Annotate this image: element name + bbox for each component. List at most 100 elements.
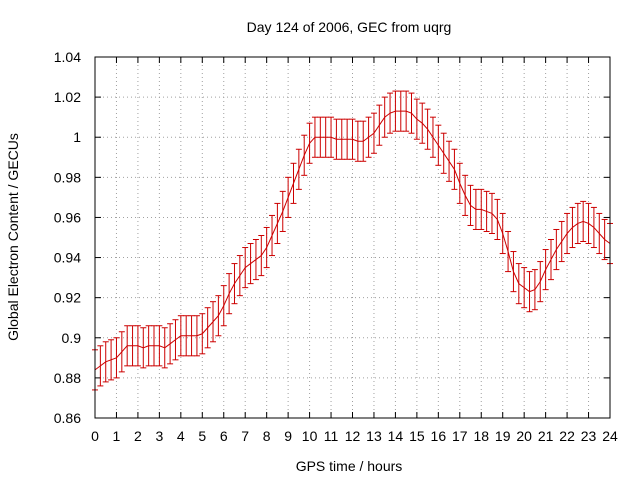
error-bar	[564, 212, 571, 255]
error-bar	[242, 247, 249, 289]
error-bar	[397, 90, 404, 132]
error-bar	[580, 200, 587, 243]
x-tick-label: 9	[284, 428, 292, 444]
error-bar	[156, 325, 163, 367]
error-bar	[285, 176, 292, 218]
error-bar	[429, 116, 436, 158]
x-axis-label: GPS time / hours	[296, 458, 403, 474]
x-tick-label: 7	[241, 428, 249, 444]
y-tick-label: 0.98	[54, 169, 81, 185]
error-bar	[322, 116, 329, 158]
error-bar	[531, 269, 538, 311]
error-bar	[419, 102, 426, 144]
error-bar	[494, 198, 501, 241]
error-bar	[446, 140, 453, 182]
x-tick-label: 1	[113, 428, 121, 444]
y-tick-label: 0.86	[54, 410, 81, 426]
error-bar	[140, 327, 147, 369]
error-bar	[333, 118, 340, 160]
error-bar	[590, 206, 597, 249]
error-bar	[290, 162, 297, 204]
error-bar	[440, 132, 447, 174]
error-bar	[226, 273, 233, 315]
error-bar	[456, 162, 463, 204]
error-bar	[526, 271, 533, 313]
x-tick-label: 20	[516, 428, 532, 444]
error-bar	[537, 261, 544, 303]
error-bar	[295, 148, 302, 190]
x-tick-label: 18	[473, 428, 489, 444]
x-tick-label: 21	[538, 428, 554, 444]
chart-title: Day 124 of 2006, GEC from uqrg	[247, 19, 452, 35]
error-bar	[172, 319, 179, 361]
error-bar	[306, 122, 313, 164]
axis-ticks: 0 1 2 3 4 5 6 7 8 9 10 11 12 13 14 15 16 17 18 19 20 21 22 23 24…	[54, 49, 618, 444]
y-tick-label: 0.96	[54, 209, 81, 225]
error-bar	[269, 214, 276, 257]
error-bar	[215, 295, 222, 337]
x-tick-label: 0	[91, 428, 99, 444]
error-bar	[188, 315, 195, 357]
error-bar	[236, 255, 243, 297]
y-axis-label: Global Electron Content / GECUs	[5, 133, 21, 341]
error-bar	[574, 202, 581, 245]
y-tick-label: 0.92	[54, 290, 81, 306]
error-bar	[344, 118, 351, 160]
error-bar	[118, 331, 125, 373]
error-bar	[370, 112, 377, 154]
error-bar	[558, 220, 565, 263]
error-bar	[301, 134, 308, 176]
y-tick-label: 0.88	[54, 370, 81, 386]
error-bar	[435, 124, 442, 166]
error-bar	[124, 325, 131, 367]
error-bar	[403, 90, 410, 132]
error-bar	[381, 96, 388, 138]
error-bar	[365, 116, 372, 158]
error-bar	[97, 345, 104, 387]
error-bar	[596, 212, 603, 255]
error-bar	[413, 98, 420, 140]
x-tick-label: 6	[220, 428, 228, 444]
error-bar	[542, 249, 549, 291]
x-tick-label: 19	[495, 428, 511, 444]
error-bar	[451, 148, 458, 190]
x-tick-label: 5	[198, 428, 206, 444]
error-bar	[601, 218, 608, 261]
y-tick-label: 0.9	[62, 330, 82, 346]
y-tick-label: 1.02	[54, 89, 81, 105]
error-bar	[252, 239, 259, 281]
data-series	[92, 90, 613, 391]
x-tick-label: 17	[452, 428, 468, 444]
x-tick-label: 15	[409, 428, 425, 444]
error-bar	[510, 251, 517, 293]
error-bar	[151, 325, 158, 367]
x-tick-label: 12	[345, 428, 361, 444]
error-bar	[274, 202, 281, 245]
error-bar	[102, 341, 109, 383]
error-bar	[328, 116, 335, 158]
error-bar	[354, 120, 361, 162]
error-bar	[183, 315, 190, 357]
error-bar	[177, 315, 184, 357]
error-bar	[376, 104, 383, 146]
error-bar	[392, 90, 399, 132]
x-tick-label: 10	[302, 428, 318, 444]
x-tick-label: 23	[581, 428, 597, 444]
error-bar	[521, 267, 528, 309]
error-bar	[547, 239, 554, 281]
error-bar	[462, 174, 469, 216]
error-bar	[467, 184, 474, 226]
error-bar	[349, 118, 356, 160]
error-bar	[263, 226, 270, 269]
error-bar	[472, 188, 479, 230]
error-bar	[515, 263, 522, 305]
x-tick-label: 14	[388, 428, 404, 444]
error-bar	[499, 212, 506, 255]
plot-frame	[94, 56, 611, 419]
x-tick-label: 13	[366, 428, 382, 444]
x-tick-label: 22	[559, 428, 575, 444]
error-bar	[569, 206, 576, 249]
error-bar	[193, 315, 200, 357]
error-bar	[204, 307, 211, 349]
y-tick-label: 0.94	[54, 250, 81, 266]
